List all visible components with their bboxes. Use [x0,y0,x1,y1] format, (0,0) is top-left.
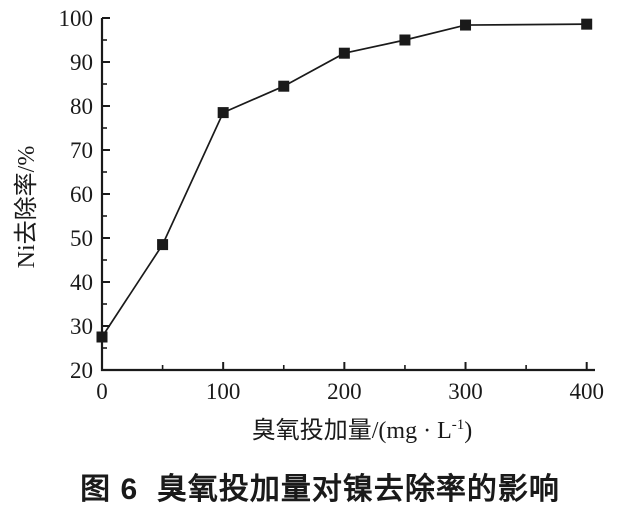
x-tick-label: 200 [327,379,362,404]
y-tick-label: 60 [70,182,93,207]
y-axis-label: Ni去除率/% [13,146,40,269]
y-tick-label: 20 [70,358,93,383]
y-tick-label: 80 [70,94,93,119]
data-point [157,239,169,251]
data-line [101,23,587,338]
data-series [96,18,593,343]
data-point [217,107,229,119]
y-tick-label: 50 [70,226,93,251]
y-tick-label: 100 [59,6,94,31]
data-point [399,34,411,46]
x-tick-label: 400 [569,379,604,404]
data-point [96,331,108,343]
x-axis-label: 臭氧投加量/(mg · L-1) [252,417,472,444]
y-tick-label: 40 [70,270,93,295]
x-tick-label: 100 [206,379,241,404]
y-tick-label: 70 [70,138,93,163]
data-point [460,19,472,31]
data-point [338,47,350,59]
figure-caption: 图 6 臭氧投加量对镍去除率的影响 [80,473,560,506]
x-tick-label: 0 [96,379,108,404]
y-axis: 20 30 40 50 60 70 80 90 100 [59,6,110,383]
axis-spines [100,18,595,372]
x-axis: 0 100 200 300 400 [96,362,604,404]
y-tick-label: 30 [70,314,93,339]
data-point [581,18,593,30]
x-tick-label: 300 [448,379,483,404]
y-tick-label: 90 [70,50,93,75]
data-point [278,80,290,92]
line-chart: 20 30 40 50 60 70 80 90 100 0 100 200 300 400 臭氧投加量/(m… [13,6,604,444]
